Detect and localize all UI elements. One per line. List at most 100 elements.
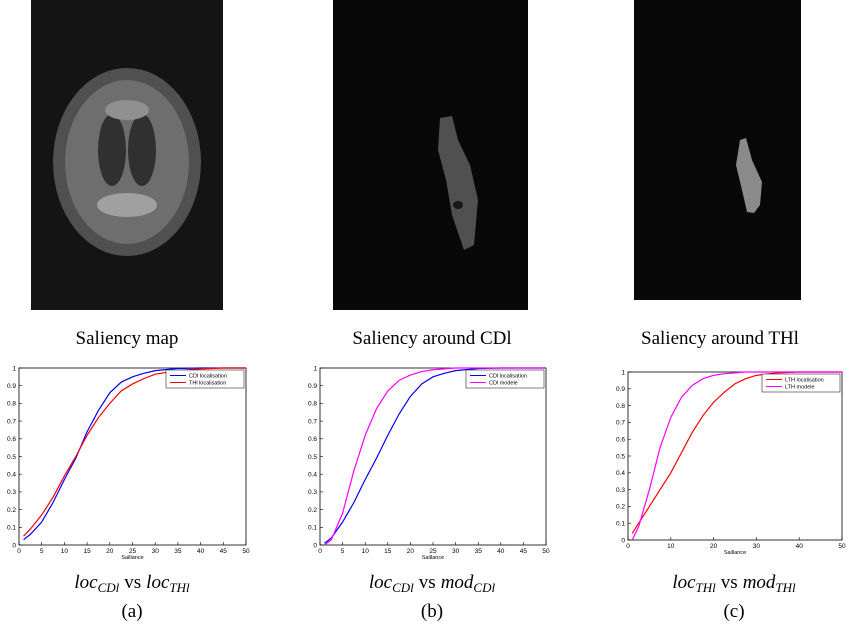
x-tick-label: 10 (61, 548, 69, 555)
chart-captions: locCDl vs locTHl locCDl vs modCDl locTHl vs mo… (74, 572, 796, 622)
line-series (324, 367, 546, 546)
y-tick-label: 0.5 (616, 453, 625, 460)
legend-label: CDl localisation (489, 374, 527, 380)
caption-sub: THl (775, 580, 796, 595)
caption-part: vs (419, 572, 436, 593)
legend-label: THl localisation (189, 381, 226, 387)
y-tick-label: 0.6 (7, 436, 16, 443)
x-tick-label: 50 (838, 543, 846, 550)
x-tick-label: 50 (542, 548, 550, 555)
legend-label: LTH localisation (785, 378, 824, 384)
x-tick-label: 30 (452, 548, 460, 555)
y-tick-label: 0.8 (308, 401, 317, 408)
caption-sub: CDl (98, 580, 120, 595)
x-tick-label: 10 (362, 548, 370, 555)
line-series (631, 371, 842, 541)
y-tick-label: 0.4 (7, 472, 16, 479)
panel-label: (a) (121, 601, 142, 622)
y-tick-label: 0 (313, 542, 317, 549)
y-tick-label: 0.3 (616, 487, 625, 494)
line-series (23, 367, 246, 541)
x-tick-label: 25 (129, 548, 137, 555)
y-tick-label: 0.7 (308, 418, 317, 425)
caption-sub: THl (696, 580, 717, 595)
legend-box (761, 373, 841, 393)
x-tick-label: 20 (710, 543, 718, 550)
x-tick-label: 10 (667, 543, 675, 550)
x-axis-label: Saillance (121, 555, 143, 561)
y-tick-label: 0.4 (308, 472, 317, 479)
y-tick-label: 0.8 (616, 403, 625, 410)
x-tick-label: 45 (220, 548, 228, 555)
caption-part: loc (146, 572, 170, 593)
y-tick-label: 0 (12, 542, 16, 549)
x-tick-label: 0 (626, 543, 630, 550)
y-tick-label: 0.1 (7, 525, 16, 532)
x-tick-label: 40 (796, 543, 804, 550)
x-tick-label: 0 (318, 548, 322, 555)
x-tick-label: 40 (197, 548, 205, 555)
caption-part: loc (74, 572, 98, 593)
y-tick-label: 0.1 (308, 525, 317, 532)
x-axis-label: Saillance (724, 550, 746, 556)
y-tick-label: 1 (12, 365, 16, 372)
x-tick-label: 35 (174, 548, 182, 555)
x-tick-label: 35 (475, 548, 483, 555)
x-tick-label: 0 (17, 548, 21, 555)
caption-part: loc (672, 572, 696, 593)
panel-label: (b) (421, 601, 443, 622)
y-tick-label: 1 (313, 365, 317, 372)
caption-sub: CDl (392, 580, 414, 595)
x-tick-label: 40 (497, 548, 505, 555)
y-tick-label: 0.5 (7, 454, 16, 461)
x-tick-label: 30 (753, 543, 761, 550)
legend-label: LTH modele (785, 385, 815, 391)
y-tick-label: 0.3 (7, 489, 16, 496)
image-caption: Saliency around THl (641, 328, 799, 349)
y-tick-label: 1 (621, 369, 625, 376)
y-tick-label: 0.2 (616, 504, 625, 511)
y-tick-label: 0.9 (7, 383, 16, 390)
y-tick-label: 0.9 (616, 386, 625, 393)
y-tick-label: 0.7 (7, 418, 16, 425)
legend-label: CDl modele (489, 381, 518, 387)
x-tick-label: 45 (520, 548, 528, 555)
image-caption: Saliency map (76, 328, 179, 349)
x-tick-label: 30 (152, 548, 160, 555)
x-axis-label: Saillance (422, 555, 444, 561)
legend-label: CDl localisation (189, 374, 227, 380)
y-tick-label: 0.7 (616, 420, 625, 427)
y-tick-label: 0.6 (308, 436, 317, 443)
y-tick-label: 0.2 (7, 507, 16, 514)
panel-label: (c) (723, 601, 744, 622)
caption-part: vs (721, 572, 738, 593)
plot-area (627, 371, 843, 541)
y-tick-label: 0.1 (616, 521, 625, 528)
caption-part: vs (124, 572, 141, 593)
legend-box (465, 369, 545, 389)
x-tick-label: 5 (341, 548, 345, 555)
image-saliency-cdl (333, 0, 528, 310)
caption: locCDl vs locTHl (74, 572, 190, 595)
image-caption: Saliency around CDl (352, 328, 511, 349)
y-tick-label: 0 (621, 537, 625, 544)
legend-box (165, 369, 245, 389)
x-tick-label: 15 (384, 548, 392, 555)
y-tick-label: 0.3 (308, 489, 317, 496)
caption: locCDl vs modCDl (369, 572, 496, 595)
caption-part: mod (743, 572, 776, 593)
plot-area (319, 367, 547, 546)
caption-part: mod (441, 572, 474, 593)
y-tick-label: 0.2 (308, 507, 317, 514)
image-saliency-map (31, 0, 223, 310)
plot-area (18, 367, 247, 546)
y-tick-label: 0.4 (616, 470, 625, 477)
caption-sub: CDl (473, 580, 495, 595)
x-tick-label: 20 (106, 548, 114, 555)
caption-part: loc (369, 572, 393, 593)
x-tick-label: 5 (40, 548, 44, 555)
